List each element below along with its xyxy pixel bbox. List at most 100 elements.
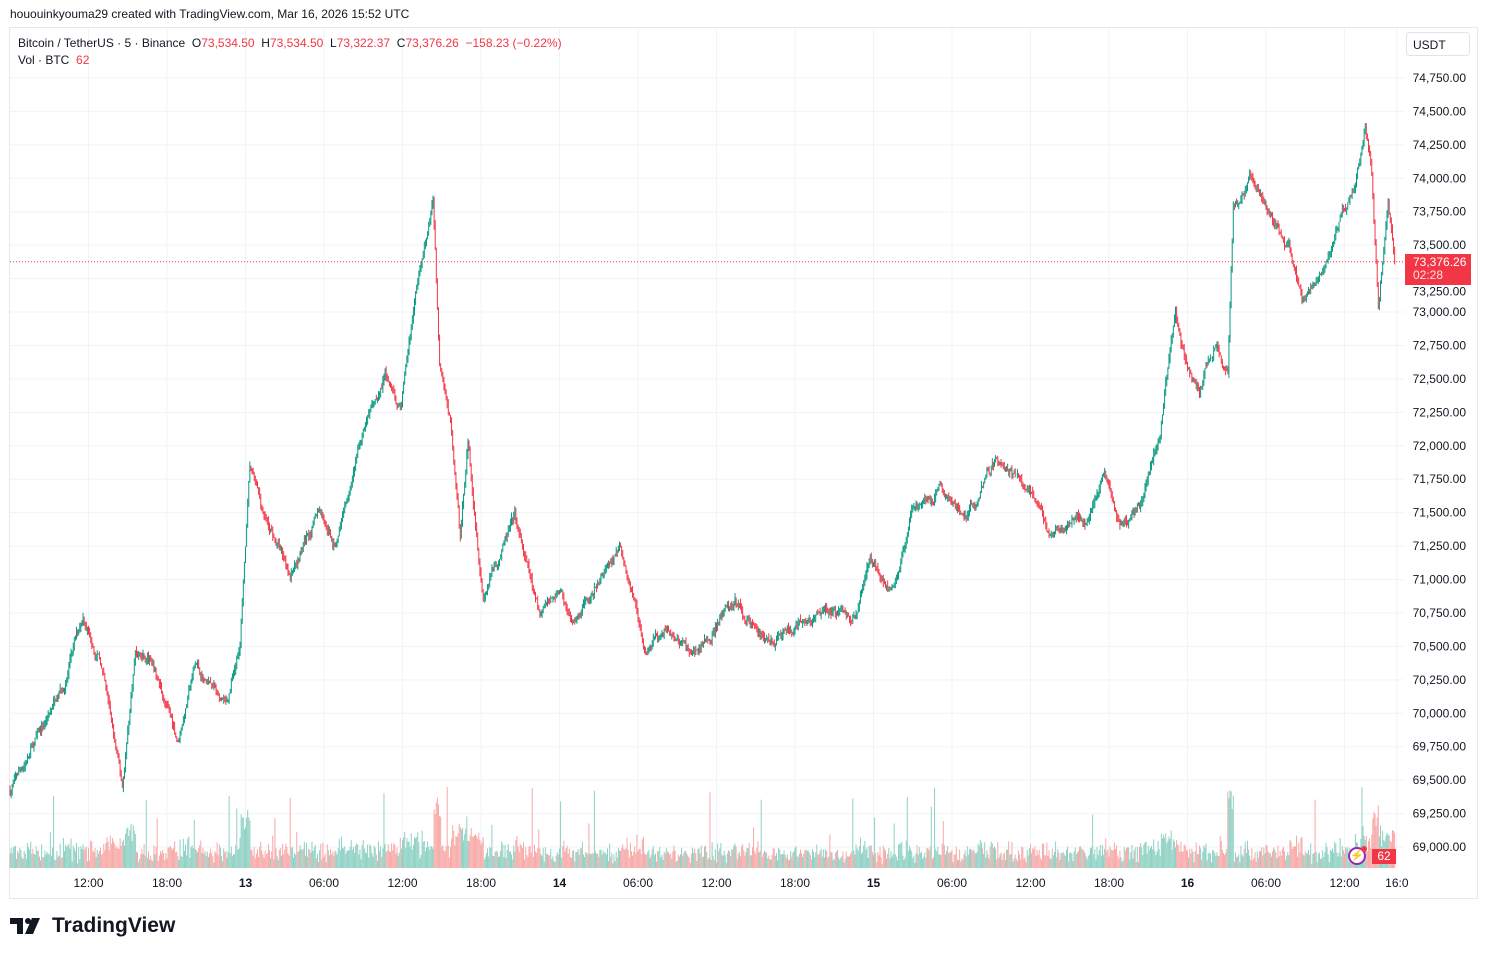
volume-bar	[44, 850, 46, 868]
time-tick-label: 18:00	[1094, 876, 1124, 890]
volume-bar	[842, 851, 844, 868]
volume-bar	[843, 862, 845, 868]
volume-bar	[38, 856, 40, 868]
volume-bar	[1344, 853, 1345, 868]
volume-bar	[834, 852, 836, 868]
volume-bar	[1373, 811, 1375, 868]
volume-bar	[984, 842, 986, 868]
volume-bar	[787, 860, 789, 868]
volume-bar	[1009, 854, 1011, 868]
volume-bar	[698, 848, 700, 868]
volume-bar	[400, 848, 402, 868]
volume-bar	[1052, 855, 1054, 868]
volume-bar	[210, 848, 212, 868]
volume-bar	[1216, 852, 1218, 868]
volume-bar	[725, 862, 727, 868]
volume-bar	[844, 858, 846, 868]
volume-bar	[201, 852, 203, 868]
volume-bar	[1057, 849, 1059, 868]
lightning-icon[interactable]: ⚡	[1348, 846, 1367, 865]
volume-bar	[943, 845, 945, 868]
volume-bar	[49, 832, 51, 868]
volume-bar	[472, 836, 474, 868]
volume-bar	[1299, 852, 1301, 868]
volume-bar	[942, 820, 944, 868]
symbol-name[interactable]: Bitcoin / TetherUS · 5 · Binance	[18, 36, 186, 50]
volume-bar	[784, 854, 786, 868]
volume-bar	[556, 851, 558, 868]
volume-bar	[1336, 852, 1338, 868]
volume-bar	[1030, 843, 1031, 868]
volume-bar	[930, 806, 932, 868]
volume-bar	[1131, 844, 1133, 868]
volume-bar	[553, 861, 555, 868]
volume-bar	[1298, 842, 1300, 868]
tradingview-logo[interactable]: TradingView	[10, 914, 175, 938]
volume-bar	[1176, 839, 1178, 868]
volume-bar	[1221, 849, 1223, 868]
volume-bar	[67, 845, 69, 868]
time-tick-label: 06:00	[937, 876, 967, 890]
volume-bar	[89, 860, 91, 868]
volume-bar	[651, 849, 653, 868]
currency-button[interactable]: USDT	[1406, 32, 1470, 56]
volume-bar	[434, 813, 436, 868]
volume-bar	[640, 854, 642, 868]
volume-bar	[279, 847, 281, 868]
volume-bar	[167, 847, 169, 868]
volume-bar	[804, 850, 806, 868]
volume-bar	[34, 854, 36, 868]
close-label: C	[396, 36, 406, 50]
volume-bar	[1372, 818, 1374, 868]
volume-bar	[545, 853, 547, 868]
volume-bar	[50, 856, 52, 868]
volume-bar	[1101, 845, 1103, 868]
volume-bar	[350, 839, 352, 868]
volume-bar	[387, 844, 389, 868]
volume-bar	[1287, 852, 1289, 868]
volume-bar	[117, 848, 119, 868]
volume-bar	[259, 846, 261, 868]
volume-bar	[853, 850, 855, 868]
volume-bar	[237, 849, 239, 868]
volume-bar	[520, 845, 522, 868]
volume-bar	[791, 856, 793, 868]
volume-bar	[65, 844, 67, 868]
volume-bar	[193, 819, 195, 868]
volume-bar	[1293, 846, 1295, 868]
volume-label[interactable]: Vol · BTC	[18, 53, 70, 67]
volume-bar	[379, 850, 381, 868]
volume-bar	[64, 850, 66, 868]
volume-bar	[1084, 852, 1086, 868]
volume-bar	[521, 847, 523, 868]
volume-bar	[601, 854, 603, 868]
volume-bar	[596, 854, 598, 868]
volume-bar	[195, 850, 197, 868]
price-tick-label: 70,000.00	[1413, 706, 1467, 720]
volume-bar	[684, 850, 686, 868]
volume-bar	[206, 851, 208, 868]
volume-bar	[114, 844, 116, 868]
time-tick-label: 12:00	[73, 876, 103, 890]
volume-bar	[808, 852, 810, 868]
volume-bar	[272, 835, 274, 868]
volume-bar	[1294, 846, 1296, 868]
volume-bar	[1145, 841, 1147, 868]
volume-bar	[593, 790, 595, 868]
volume-bar	[147, 851, 149, 868]
volume-bar	[928, 850, 930, 868]
volume-bar	[592, 853, 594, 868]
volume-bar	[1193, 862, 1195, 868]
volume-bar	[709, 792, 711, 868]
volume-bar	[504, 844, 506, 868]
volume-bar	[955, 846, 957, 868]
volume-bar	[1316, 862, 1318, 868]
volume-bar	[234, 854, 236, 868]
volume-bar	[513, 845, 515, 868]
volume-bar	[1182, 851, 1184, 868]
volume-bar	[156, 818, 158, 868]
volume-bar	[1254, 852, 1256, 868]
volume-bar	[301, 850, 303, 868]
volume-bar	[1213, 850, 1215, 868]
